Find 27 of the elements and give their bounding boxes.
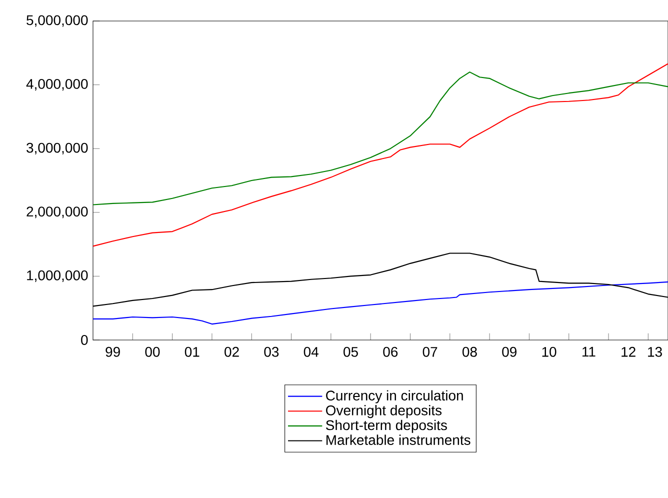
y-tick-label: 5,000,000 (26, 15, 88, 27)
x-tick-label: 13 (648, 346, 662, 357)
y-tick-label: 3,000,000 (26, 142, 88, 154)
legend-label: Currency in circulation (326, 390, 463, 404)
x-tick-label: 07 (422, 346, 438, 357)
x-tick-label: 04 (304, 346, 318, 357)
x-tick-label: 02 (224, 346, 239, 357)
y-tick-label: 4,000,000 (26, 79, 88, 91)
legend-label: Marketable instruments (326, 434, 470, 445)
x-tick-label: 99 (106, 346, 120, 357)
x-tick-label: 01 (184, 346, 200, 357)
x-tick-label: 10 (542, 346, 556, 357)
x-tick-label: 08 (462, 346, 477, 357)
x-tick-label: 11 (582, 346, 596, 357)
y-tick-label: 0 (81, 335, 88, 345)
line-series (92, 63, 668, 247)
x-tick-label: 09 (502, 346, 516, 357)
x-tick-label: 06 (383, 346, 398, 357)
legend-label: Short-term deposits (326, 420, 447, 433)
legend-label: Overnight deposits (326, 405, 442, 418)
y-tick-label: 2,000,000 (26, 206, 88, 218)
x-tick-label: 03 (264, 346, 279, 357)
x-tick-label: 12 (622, 346, 636, 357)
line-series (92, 72, 668, 206)
x-tick-label: 05 (344, 346, 358, 357)
y-tick-label: 1,000,000 (27, 270, 88, 282)
x-tick-label: 00 (145, 346, 160, 357)
